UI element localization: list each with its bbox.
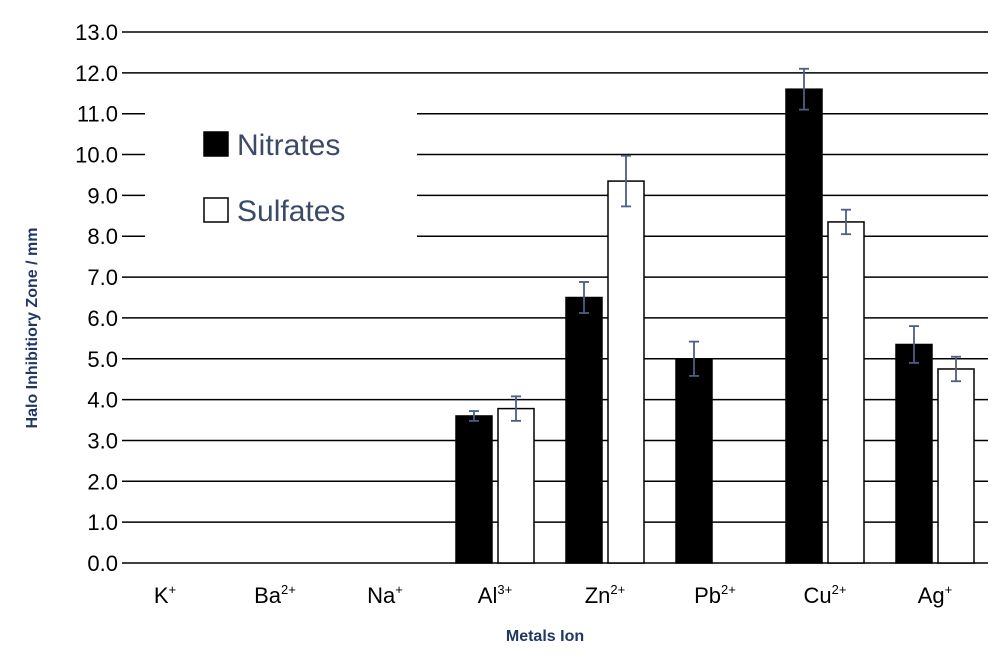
x-tick-label-k: K+ bbox=[154, 582, 176, 608]
legend: Nitrates Sulfates bbox=[145, 110, 417, 243]
y-tick-label: 11.0 bbox=[77, 102, 118, 127]
x-tick-label-cu: Cu2+ bbox=[804, 582, 847, 608]
error-bar-sulfates-al bbox=[511, 395, 521, 422]
y-axis-ticks: 0.0 1.0 2.0 3.0 4.0 5.0 6.0 7.0 8.0 9.0 10.0 11.0 12… bbox=[75, 20, 118, 576]
error-bar-nitrates-al bbox=[469, 410, 479, 422]
error-bar-sulfates-cu bbox=[841, 208, 851, 236]
bar-sulfates-cu bbox=[827, 221, 865, 564]
y-tick-label: 13.0 bbox=[75, 20, 118, 45]
bar-nitrates-al bbox=[455, 415, 493, 564]
bar-sulfates-zn bbox=[607, 180, 645, 564]
error-bar-sulfates-ag bbox=[951, 355, 961, 383]
x-tick-label-al: Al3+ bbox=[478, 582, 512, 608]
y-tick-label: 3.0 bbox=[87, 428, 118, 453]
x-tick-label-pb: Pb2+ bbox=[694, 582, 736, 608]
y-tick-label: 10.0 bbox=[75, 143, 118, 168]
y-tick-label: 8.0 bbox=[87, 224, 118, 249]
legend-label-sulfates: Sulfates bbox=[237, 195, 345, 228]
error-bar-nitrates-zn bbox=[579, 281, 589, 314]
bars bbox=[455, 88, 975, 564]
y-tick-label: 9.0 bbox=[87, 183, 118, 208]
y-tick-label: 12.0 bbox=[75, 61, 118, 86]
legend-label-nitrates: Nitrates bbox=[237, 129, 340, 162]
y-tick-label: 0.0 bbox=[87, 551, 118, 576]
error-bars bbox=[469, 67, 961, 422]
y-tick-label: 7.0 bbox=[87, 265, 118, 290]
y-tick-label: 2.0 bbox=[87, 469, 118, 494]
x-tick-label-ba: Ba2+ bbox=[254, 582, 296, 608]
bar-nitrates-zn bbox=[565, 296, 603, 564]
bar-sulfates-al bbox=[497, 407, 535, 564]
y-axis-label: Halo Inhibitiory Zone / mm bbox=[24, 228, 41, 429]
x-tick-label-zn: Zn2+ bbox=[585, 582, 626, 608]
bar-nitrates-pb bbox=[675, 358, 713, 564]
bar-nitrates-cu bbox=[785, 88, 823, 564]
bar-nitrates-ag bbox=[895, 343, 933, 564]
y-tick-label: 5.0 bbox=[87, 347, 118, 372]
error-bar-nitrates-ag bbox=[909, 325, 919, 364]
x-axis-ticks: K+ Ba2+ Na+ Al3+ Zn2+ Pb2+ Cu2+ Ag+ bbox=[154, 582, 952, 608]
error-bar-sulfates-zn bbox=[621, 154, 631, 208]
legend-box bbox=[145, 110, 417, 243]
x-tick-label-na: Na+ bbox=[367, 582, 403, 608]
legend-swatch-sulfates bbox=[203, 197, 229, 223]
bar-sulfates-ag bbox=[937, 368, 975, 564]
y-tick-label: 6.0 bbox=[87, 306, 118, 331]
x-axis-label: Metals Ion bbox=[506, 628, 584, 645]
x-tick-label-ag: Ag+ bbox=[918, 582, 953, 608]
error-bar-nitrates-pb bbox=[689, 340, 699, 377]
error-bar-nitrates-cu bbox=[799, 67, 809, 111]
y-tick-label: 1.0 bbox=[87, 510, 118, 535]
legend-swatch-nitrates bbox=[203, 131, 229, 157]
y-tick-label: 4.0 bbox=[87, 388, 118, 413]
